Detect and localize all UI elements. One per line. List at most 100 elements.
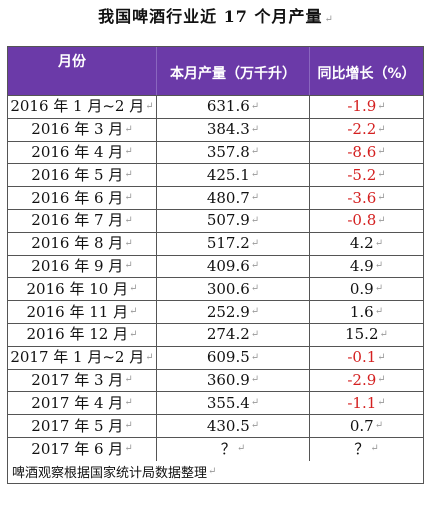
table-row: 2016 年 8 月 ↵ 517.2 ↵ 4.2 ↵ — [8, 232, 423, 256]
paragraph-mark-icon: ↵ — [324, 14, 334, 25]
paragraph-mark-icon: ↵ — [374, 420, 384, 432]
paragraph-mark-icon: ↵ — [377, 100, 386, 112]
paragraph-mark-icon: ↵ — [250, 192, 260, 204]
paragraph-mark-icon: ↵ — [250, 397, 260, 409]
paragraph-mark-icon: ↵ — [145, 100, 154, 112]
output-cell: 274.2 ↵ — [157, 323, 310, 346]
paragraph-mark-icon: ↵ — [250, 328, 260, 340]
growth-cell: 15.2 ↵ — [345, 325, 388, 344]
month-cell: 2016 年 7 月 ↵ — [8, 209, 157, 232]
paragraph-mark-icon: ↵ — [377, 192, 386, 204]
output-cell: 357.8 ↵ — [157, 141, 310, 164]
table-row: 2016 年 7 月 ↵ 507.9 ↵ -0.8 ↵ — [8, 209, 423, 233]
output-cell: 430.5 ↵ — [157, 415, 310, 437]
month-cell: 2017 年 6 月 ↵ — [8, 437, 157, 461]
table-row: 2017 年 5 月 ↵ 430.5 ↵ 0.7 ↵ — [8, 415, 423, 438]
month-cell: 2016 年 10 月 ↵ — [8, 278, 157, 301]
paragraph-mark-icon: ↵ — [250, 214, 260, 226]
growth-cell: -8.6 ↵ — [347, 142, 386, 161]
paragraph-mark-icon: ↵ — [124, 214, 133, 226]
month-cell: 2016 年 4 月 ↵ — [8, 141, 157, 164]
month-cell: 2016 年 12 月 ↵ — [8, 323, 157, 346]
table-footer: 啤酒观察根据国家统计局数据整理 ↵ — [8, 461, 423, 483]
month-cell: 2016 年 9 月 ↵ — [8, 255, 157, 278]
output-cell: 409.6 ↵ — [157, 255, 310, 278]
table-row: 2016 年 10 月 ↵ 300.6 ↵ 0.9 ↵ — [8, 278, 423, 302]
month-cell: 2017 年 1 月~2 月 ↵ — [8, 346, 157, 369]
paragraph-mark-icon: ↵ — [129, 306, 138, 318]
growth-cell: -1.1 ↵ — [347, 393, 386, 412]
paragraph-mark-icon: ↵ — [129, 283, 138, 295]
table-row: 2016 年 11 月 ↵ 252.9 ↵ 1.6 ↵ — [8, 301, 423, 324]
footer-note: 啤酒观察根据国家统计局数据整理 — [12, 466, 208, 482]
output-cell: 252.9 ↵ — [157, 301, 310, 323]
month-cell: 2016 年 11 月 ↵ — [8, 301, 157, 323]
table-row: 2016 年 9 月 ↵ 409.6 ↵ 4.9 ↵ — [8, 255, 423, 279]
table-row: 2016 年 6 月 ↵ 480.7 ↵ -3.6 ↵ — [8, 187, 423, 210]
table-row: 2016 年 3 月 ↵ 384.3 ↵ -2.2 ↵ — [8, 118, 423, 142]
table-row: 2017 年 3 月 ↵ 360.9 ↵ -2.9 ↵ — [8, 369, 423, 393]
paragraph-mark-icon: ↵ — [236, 443, 246, 455]
table-row: 2016 年 5 月 ↵ 425.1 ↵ -5.2 ↵ — [8, 164, 423, 188]
growth-cell: ？ ↵ — [354, 439, 379, 458]
paragraph-mark-icon: ↵ — [129, 328, 138, 340]
paragraph-mark-icon: ↵ — [145, 351, 154, 363]
paragraph-mark-icon: ↵ — [374, 283, 384, 295]
month-cell: 2016 年 5 月 ↵ — [8, 164, 157, 187]
growth-cell: 0.7 ↵ — [349, 416, 384, 435]
table-title: 我国啤酒行业近 17 个月产量 ↵ — [0, 6, 432, 28]
paragraph-mark-icon: ↵ — [377, 374, 386, 386]
table-row: 2016 年 12 月 ↵ 274.2 ↵ 15.2 ↵ — [8, 323, 423, 347]
header-month: 月份 — [8, 47, 157, 95]
output-cell: 517.2 ↵ — [157, 232, 310, 255]
paragraph-mark-icon: ↵ — [124, 397, 133, 409]
growth-cell: -0.1 ↵ — [347, 348, 386, 367]
month-cell: 2016 年 1 月~2 月 ↵ — [8, 96, 157, 118]
paragraph-mark-icon: ↵ — [374, 306, 384, 318]
output-cell: 480.7 ↵ — [157, 187, 310, 209]
paragraph-mark-icon: ↵ — [124, 192, 133, 204]
output-cell: 425.1 ↵ — [157, 164, 310, 187]
month-cell: 2017 年 4 月 ↵ — [8, 392, 157, 415]
paragraph-mark-icon: ↵ — [124, 443, 133, 455]
paragraph-mark-icon: ↵ — [124, 374, 133, 386]
growth-cell: 1.6 ↵ — [349, 302, 384, 321]
growth-cell: 4.2 ↵ — [349, 234, 384, 253]
output-cell: 355.4 ↵ — [157, 392, 310, 415]
growth-cell: 0.9 ↵ — [349, 279, 384, 298]
month-cell: 2016 年 8 月 ↵ — [8, 232, 157, 255]
growth-cell: -2.9 ↵ — [347, 370, 386, 389]
month-cell: 2017 年 3 月 ↵ — [8, 369, 157, 392]
paragraph-mark-icon: ↵ — [250, 169, 260, 181]
paragraph-mark-icon: ↵ — [250, 146, 260, 158]
header-output: 本月产量（万千升） — [157, 47, 310, 95]
paragraph-mark-icon: ↵ — [250, 351, 260, 363]
growth-cell: -1.9 ↵ — [347, 97, 386, 116]
table-header: 月份 本月产量（万千升） 同比增长（%） — [8, 47, 423, 96]
growth-cell: 4.9 ↵ — [349, 256, 384, 275]
output-cell: 300.6 ↵ — [157, 278, 310, 301]
paragraph-mark-icon: ↵ — [379, 328, 388, 340]
output-cell: 507.9 ↵ — [157, 209, 310, 232]
growth-cell: -3.6 ↵ — [347, 188, 386, 207]
paragraph-mark-icon: ↵ — [208, 466, 217, 478]
paragraph-mark-icon: ↵ — [377, 397, 386, 409]
month-cell: 2017 年 5 月 ↵ — [8, 415, 157, 437]
output-cell: 384.3 ↵ — [157, 118, 310, 141]
paragraph-mark-icon: ↵ — [124, 420, 133, 432]
paragraph-mark-icon: ↵ — [124, 146, 133, 158]
paragraph-mark-icon: ↵ — [374, 260, 384, 272]
paragraph-mark-icon: ↵ — [124, 123, 133, 135]
growth-cell: -5.2 ↵ — [347, 165, 386, 184]
output-cell: 631.6 ↵ — [157, 96, 310, 118]
table-body: 2016 年 1 月~2 月 ↵ 631.6 ↵ -1.9 ↵ 2016 年 3 月 ↵ 384… — [8, 96, 423, 461]
growth-cell: -2.2 ↵ — [347, 120, 386, 139]
paragraph-mark-icon: ↵ — [250, 100, 260, 112]
paragraph-mark-icon: ↵ — [377, 123, 386, 135]
table-row: 2017 年 6 月 ↵？ ↵？ ↵ — [8, 437, 423, 461]
output-cell: ？ ↵ — [157, 437, 310, 461]
table-row: 2016 年 4 月 ↵ 357.8 ↵ -8.6 ↵ — [8, 141, 423, 165]
beer-output-table: 月份 本月产量（万千升） 同比增长（%） 2016 年 1 月~2 月 ↵ 631.… — [7, 46, 424, 484]
paragraph-mark-icon: ↵ — [374, 237, 384, 249]
month-cell: 2016 年 3 月 ↵ — [8, 118, 157, 141]
